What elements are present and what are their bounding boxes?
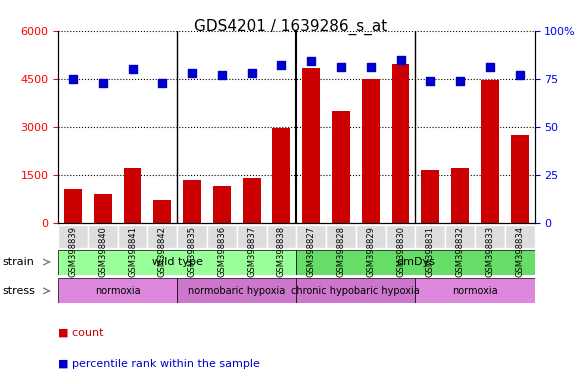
- Point: [98, 79, 107, 86]
- Text: normoxia: normoxia: [95, 286, 141, 296]
- Bar: [124, 168, 141, 223]
- Text: chronic hypobaric hypoxia: chronic hypobaric hypoxia: [292, 286, 420, 296]
- Point: [69, 76, 78, 82]
- Text: GSM398834: GSM398834: [515, 226, 524, 277]
- Bar: [213, 186, 231, 223]
- Point: [366, 64, 375, 70]
- FancyBboxPatch shape: [58, 225, 88, 248]
- Point: [456, 78, 465, 84]
- Bar: [272, 128, 290, 223]
- Bar: [511, 135, 529, 223]
- FancyBboxPatch shape: [237, 225, 267, 248]
- FancyBboxPatch shape: [415, 225, 445, 248]
- FancyBboxPatch shape: [207, 225, 237, 248]
- FancyBboxPatch shape: [296, 250, 535, 275]
- FancyBboxPatch shape: [296, 225, 326, 248]
- Point: [277, 62, 286, 68]
- Text: GSM398839: GSM398839: [69, 226, 77, 277]
- Text: GSM398830: GSM398830: [396, 226, 405, 277]
- Point: [515, 72, 524, 78]
- Point: [485, 64, 494, 70]
- Bar: [481, 80, 498, 223]
- FancyBboxPatch shape: [58, 278, 177, 303]
- Bar: [362, 79, 379, 223]
- Text: strain: strain: [3, 257, 35, 267]
- FancyBboxPatch shape: [415, 278, 535, 303]
- Bar: [64, 189, 82, 223]
- Bar: [302, 68, 320, 223]
- Bar: [94, 194, 112, 223]
- FancyBboxPatch shape: [356, 225, 386, 248]
- Bar: [421, 170, 439, 223]
- Bar: [183, 180, 201, 223]
- Text: GSM398828: GSM398828: [336, 226, 346, 277]
- Text: stress: stress: [3, 286, 36, 296]
- Text: GSM398841: GSM398841: [128, 226, 137, 276]
- FancyBboxPatch shape: [58, 250, 296, 275]
- Point: [247, 70, 256, 76]
- Bar: [332, 111, 350, 223]
- FancyBboxPatch shape: [88, 225, 117, 248]
- FancyBboxPatch shape: [505, 225, 535, 248]
- FancyBboxPatch shape: [296, 278, 415, 303]
- FancyBboxPatch shape: [117, 225, 148, 248]
- FancyBboxPatch shape: [267, 225, 296, 248]
- FancyBboxPatch shape: [386, 225, 415, 248]
- Point: [128, 66, 137, 72]
- Text: GSM398836: GSM398836: [217, 226, 227, 277]
- Text: GSM398835: GSM398835: [188, 226, 196, 277]
- Text: GSM398842: GSM398842: [158, 226, 167, 276]
- Text: GSM398827: GSM398827: [307, 226, 315, 277]
- Point: [157, 79, 167, 86]
- Bar: [392, 65, 410, 223]
- Text: GSM398833: GSM398833: [485, 226, 494, 277]
- Text: GSM398838: GSM398838: [277, 226, 286, 277]
- Text: dmDys: dmDys: [396, 257, 435, 267]
- Point: [307, 58, 316, 65]
- Bar: [243, 178, 260, 223]
- FancyBboxPatch shape: [148, 225, 177, 248]
- Point: [188, 70, 197, 76]
- FancyBboxPatch shape: [445, 225, 475, 248]
- FancyBboxPatch shape: [475, 225, 505, 248]
- Text: ■ percentile rank within the sample: ■ percentile rank within the sample: [58, 359, 260, 369]
- Bar: [451, 168, 469, 223]
- Text: GSM398840: GSM398840: [98, 226, 107, 276]
- Text: GSM398832: GSM398832: [456, 226, 465, 277]
- Text: normobaric hypoxia: normobaric hypoxia: [188, 286, 285, 296]
- Text: GDS4201 / 1639286_s_at: GDS4201 / 1639286_s_at: [194, 19, 387, 35]
- Point: [336, 64, 346, 70]
- Text: normoxia: normoxia: [452, 286, 498, 296]
- Text: GSM398829: GSM398829: [366, 226, 375, 276]
- Text: GSM398831: GSM398831: [426, 226, 435, 277]
- Text: ■ count: ■ count: [58, 328, 103, 338]
- Text: GSM398837: GSM398837: [247, 226, 256, 277]
- Point: [396, 56, 405, 63]
- FancyBboxPatch shape: [326, 225, 356, 248]
- FancyBboxPatch shape: [177, 278, 296, 303]
- Bar: [153, 200, 171, 223]
- Point: [426, 78, 435, 84]
- Point: [217, 72, 227, 78]
- Text: wild type: wild type: [152, 257, 203, 267]
- FancyBboxPatch shape: [177, 225, 207, 248]
